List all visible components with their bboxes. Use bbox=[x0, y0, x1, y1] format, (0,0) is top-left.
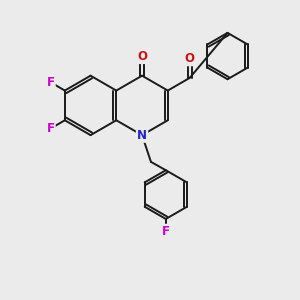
Text: N: N bbox=[137, 129, 147, 142]
Text: O: O bbox=[185, 52, 195, 65]
Text: O: O bbox=[137, 50, 147, 63]
Text: F: F bbox=[46, 76, 55, 89]
Text: F: F bbox=[162, 225, 170, 238]
Text: F: F bbox=[46, 122, 55, 135]
